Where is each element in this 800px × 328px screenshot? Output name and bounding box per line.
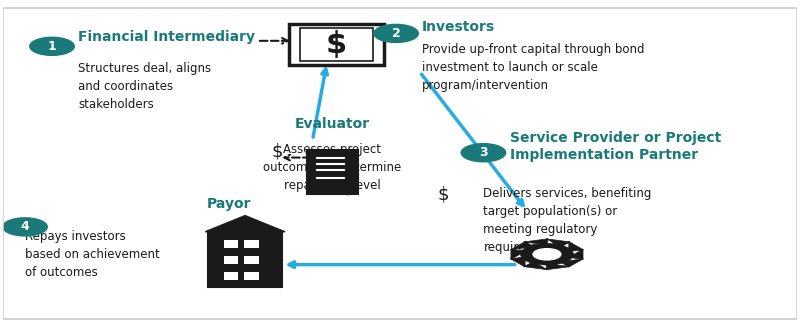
- FancyBboxPatch shape: [244, 240, 258, 248]
- FancyBboxPatch shape: [307, 151, 358, 194]
- Text: $: $: [326, 30, 347, 59]
- Text: Delivers services, benefiting
target population(s) or
meeting regulatory
require: Delivers services, benefiting target pop…: [483, 187, 652, 254]
- Text: 2: 2: [392, 27, 401, 40]
- FancyBboxPatch shape: [300, 28, 373, 61]
- FancyBboxPatch shape: [244, 272, 258, 280]
- Polygon shape: [206, 215, 285, 232]
- Text: Service Provider or Project
Implementation Partner: Service Provider or Project Implementati…: [510, 131, 721, 162]
- Text: Provide up-front capital through bond
investment to launch or scale
program/inte: Provide up-front capital through bond in…: [422, 43, 645, 92]
- Text: Structures deal, aligns
and coordinates
stakeholders: Structures deal, aligns and coordinates …: [78, 62, 211, 112]
- Text: Evaluator: Evaluator: [295, 117, 370, 131]
- Text: Investors: Investors: [422, 20, 495, 34]
- Circle shape: [30, 37, 74, 55]
- Circle shape: [2, 218, 47, 236]
- Circle shape: [374, 24, 418, 42]
- Polygon shape: [510, 239, 583, 270]
- Text: 4: 4: [21, 220, 30, 234]
- FancyBboxPatch shape: [224, 256, 238, 264]
- FancyBboxPatch shape: [224, 272, 238, 280]
- FancyBboxPatch shape: [244, 256, 258, 264]
- Text: Payor: Payor: [207, 197, 251, 211]
- Text: $: $: [438, 186, 450, 204]
- FancyBboxPatch shape: [289, 24, 384, 65]
- Text: Repays investors
based on achievement
of outcomes: Repays investors based on achievement of…: [25, 230, 160, 279]
- Text: 3: 3: [479, 146, 488, 159]
- FancyBboxPatch shape: [208, 231, 282, 287]
- Circle shape: [461, 144, 506, 162]
- Text: Financial Intermediary: Financial Intermediary: [78, 30, 255, 44]
- Text: $: $: [271, 142, 282, 160]
- Text: 1: 1: [48, 40, 57, 53]
- Text: Assesses project
outcomes to determine
repayment level: Assesses project outcomes to determine r…: [263, 143, 402, 192]
- Polygon shape: [341, 182, 354, 195]
- Circle shape: [533, 249, 561, 260]
- FancyBboxPatch shape: [224, 240, 238, 248]
